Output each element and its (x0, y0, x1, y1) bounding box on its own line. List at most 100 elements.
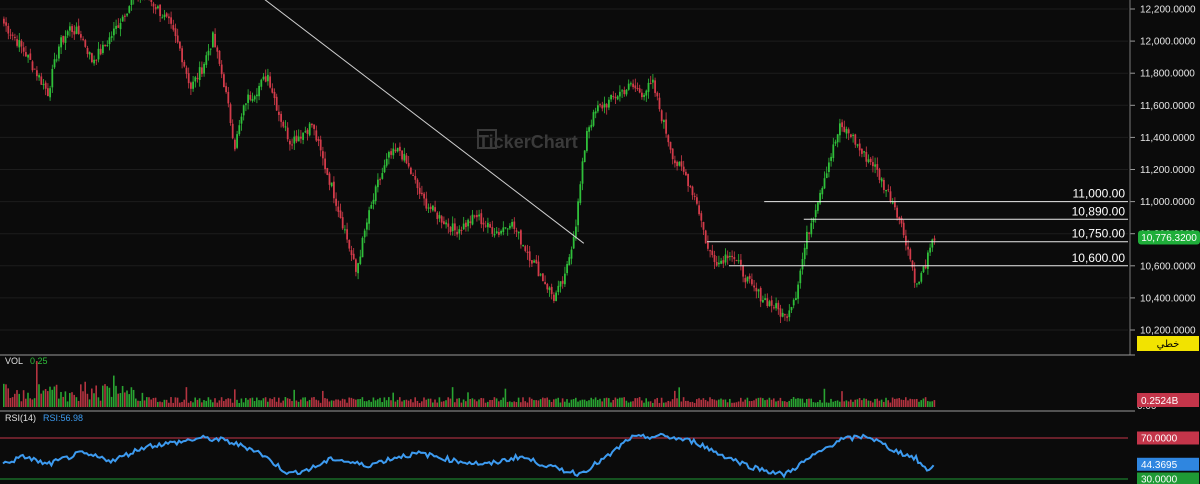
volume-bar (867, 400, 870, 407)
volume-bar (722, 399, 724, 407)
volume-bar (720, 398, 722, 407)
volume-bar (636, 398, 639, 407)
trendline[interactable] (258, 0, 585, 244)
volume-bar (220, 397, 223, 407)
volume-bar (641, 400, 643, 407)
candle-body (154, 6, 157, 10)
volume-bar (291, 401, 293, 407)
candle-body (104, 44, 106, 46)
volume-tag (1137, 393, 1199, 407)
rsi-title: RSI(14) (5, 413, 36, 423)
candle-body (447, 223, 450, 227)
candle-body (502, 227, 505, 233)
candle-body (324, 158, 326, 170)
candle-body (236, 134, 238, 148)
volume-bar (91, 388, 93, 407)
candle-body (286, 127, 289, 140)
candle-body (416, 179, 419, 189)
volume-bar (863, 398, 865, 407)
candle-body (55, 59, 58, 61)
volume-bar (627, 402, 630, 407)
candle-body (627, 83, 630, 90)
volume-bar (852, 401, 854, 407)
candle-body (381, 173, 384, 179)
volume-bar (183, 399, 185, 407)
candle-body (559, 281, 562, 287)
candle-body (3, 18, 5, 24)
volume-bar (49, 386, 51, 407)
volume-bar (418, 402, 421, 407)
volume-bar (740, 397, 742, 407)
volume-bar (922, 398, 925, 407)
candle-body (227, 91, 230, 104)
candle-body (44, 82, 47, 89)
volume-bar (58, 398, 60, 407)
candle-body (469, 221, 472, 224)
volume-bar (432, 402, 434, 407)
volume-bar (689, 402, 691, 407)
volume-bar (594, 397, 597, 407)
volume-bar (583, 399, 586, 407)
candle-body (465, 222, 467, 228)
candle-body (421, 192, 423, 195)
volume-bars[interactable] (3, 361, 936, 407)
volume-bar (649, 401, 652, 407)
candle-body (108, 37, 111, 45)
candle-body (590, 124, 593, 128)
candle-body (909, 249, 912, 260)
volume-bar (465, 401, 467, 407)
volume-bar (504, 388, 507, 407)
candle-body (262, 76, 265, 80)
candle-body (390, 151, 392, 155)
candle-body (654, 80, 656, 94)
candle-body (841, 122, 843, 128)
volume-bar (374, 400, 377, 407)
candle-body (916, 283, 918, 285)
y-tick-label: 10,400.0000 (1140, 293, 1196, 304)
volume-bar (900, 399, 903, 407)
volume-bar (377, 399, 379, 407)
candle-body (214, 33, 216, 48)
rsi-line[interactable] (2, 432, 935, 479)
candle-body (878, 169, 881, 180)
candle-body (260, 79, 263, 87)
y-tick-label: 10,600.0000 (1140, 261, 1196, 272)
volume-bar (95, 385, 97, 407)
volume-bar (425, 399, 427, 407)
candle-body (748, 275, 751, 279)
candle-body (482, 222, 485, 225)
candle-body (858, 143, 861, 151)
horizontal-levels[interactable]: 11,000.00 10,890.00 10,750.00 10,600.00 (707, 187, 1128, 267)
candle-body (823, 178, 826, 189)
volume-bar (865, 398, 867, 407)
candle-body (927, 252, 929, 269)
candle-body (524, 246, 527, 251)
candle-body (880, 178, 883, 182)
candle-body (22, 47, 25, 52)
candle-body (768, 301, 771, 307)
candle-body (933, 238, 936, 241)
candle-body (170, 17, 172, 24)
candle-body (548, 287, 551, 291)
candle-body (476, 214, 478, 218)
volume-bar (128, 394, 130, 407)
volume-bar (260, 400, 262, 407)
candle-body (258, 85, 260, 97)
candle-body (71, 26, 73, 33)
volume-bar (500, 399, 502, 407)
volume-bar (671, 399, 674, 407)
volume-bar (308, 399, 311, 407)
price-candles[interactable] (3, 0, 936, 323)
volume-bar (735, 402, 738, 407)
candle-body (691, 186, 694, 196)
volume-bar (667, 400, 669, 407)
candle-body (777, 302, 780, 310)
chart-type-tag[interactable]: خطي (1137, 336, 1199, 351)
volume-bar (630, 401, 632, 407)
candle-body (352, 253, 355, 260)
volume-bar (682, 397, 685, 407)
candle-body (834, 141, 837, 144)
candle-body (328, 173, 331, 185)
candle-body (601, 105, 604, 109)
candle-body (671, 148, 674, 160)
